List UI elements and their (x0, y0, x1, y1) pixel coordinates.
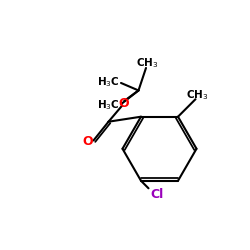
Text: Cl: Cl (150, 188, 164, 201)
Text: CH$_3$: CH$_3$ (136, 56, 158, 70)
Text: H$_3$C: H$_3$C (97, 75, 120, 88)
Text: O: O (118, 97, 129, 110)
Text: O: O (82, 135, 92, 148)
Text: H$_3$C: H$_3$C (97, 98, 120, 112)
Text: CH$_3$: CH$_3$ (186, 88, 208, 102)
